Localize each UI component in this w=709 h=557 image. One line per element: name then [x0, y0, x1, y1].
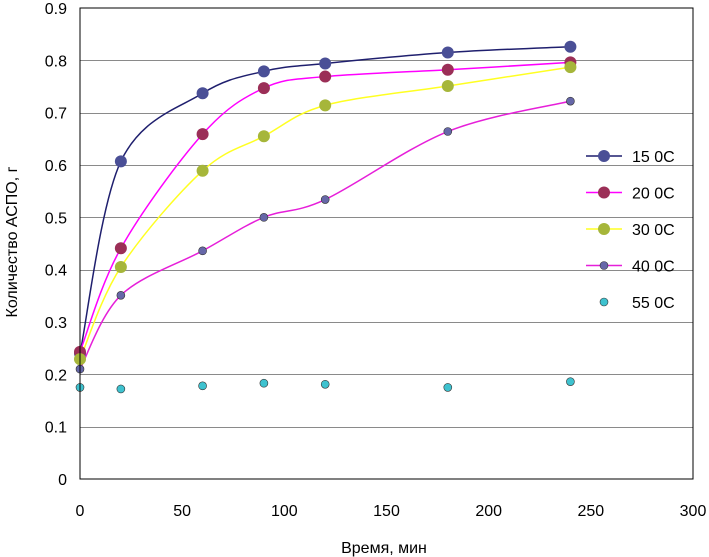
x-tick-label: 300	[680, 503, 707, 520]
x-tick-label: 0	[76, 503, 85, 520]
legend-label: 15 0C	[632, 149, 675, 166]
y-tick-label: 0.9	[45, 1, 67, 18]
series-lines	[79, 45, 571, 370]
legend-item: 40 0C	[586, 259, 675, 276]
series-line-3	[79, 100, 571, 370]
data-point	[259, 378, 269, 388]
x-tick-label: 100	[271, 503, 298, 520]
data-point	[319, 70, 332, 83]
legend-item: 55 0C	[599, 295, 675, 312]
legend-item: 30 0C	[586, 222, 675, 239]
y-tick-labels: 0 0.1 0.2 0.3 0.4 0.5 0.6 0.7 0.8 0.9	[45, 1, 67, 489]
y-tick-label: 0.1	[45, 420, 67, 437]
y-tick-label: 0.8	[45, 53, 67, 70]
data-point	[566, 377, 575, 386]
data-point	[196, 164, 209, 177]
series-markers	[74, 40, 577, 394]
legend-item: 15 0C	[586, 149, 675, 166]
y-tick-label: 0.2	[45, 367, 67, 384]
y-tick-label: 0.3	[45, 315, 67, 332]
legend-marker	[599, 297, 609, 307]
legend-label: 30 0C	[632, 222, 675, 239]
legend-label: 20 0C	[632, 186, 675, 203]
y-tick-label: 0.5	[45, 210, 67, 227]
x-tick-label: 250	[577, 503, 604, 520]
data-point	[259, 213, 269, 222]
data-point	[564, 61, 577, 74]
grid-lines	[80, 60, 693, 428]
data-point	[198, 381, 207, 391]
y-axis-label: Количество АСПО, г	[4, 166, 21, 317]
y-tick-label: 0.4	[45, 263, 67, 280]
data-point	[564, 40, 577, 53]
x-axis-label: Время, мин	[341, 540, 427, 557]
legend-marker	[599, 261, 609, 270]
data-point	[257, 82, 270, 95]
x-tick-label: 200	[475, 503, 502, 520]
data-point	[319, 57, 332, 70]
plot-frame	[79, 7, 694, 480]
data-point	[320, 379, 330, 389]
data-point	[114, 242, 127, 255]
y-tick-label: 0.6	[45, 158, 67, 175]
data-point	[319, 99, 332, 112]
legend-marker	[598, 186, 610, 199]
data-point	[441, 79, 454, 92]
legend-marker	[598, 150, 610, 162]
legend-label: 55 0C	[632, 295, 675, 312]
data-point	[566, 96, 575, 106]
data-point	[116, 384, 126, 394]
x-tick-labels: 0 50 100 150 200 250 300	[76, 503, 707, 520]
data-point	[441, 46, 454, 59]
y-tick-label: 0.7	[45, 106, 67, 123]
data-point	[198, 246, 207, 256]
x-tick-label: 50	[173, 503, 191, 520]
data-point	[196, 87, 209, 100]
data-point	[196, 128, 209, 141]
data-point	[443, 383, 453, 392]
data-point	[114, 261, 127, 274]
legend-item: 20 0C	[586, 186, 675, 203]
data-point	[116, 291, 126, 300]
legend: 15 0C 20 0C 30 0C 40 0C 55 0C	[586, 149, 675, 312]
y-tick-label: 0	[58, 472, 67, 489]
data-point	[257, 130, 270, 143]
data-point	[114, 155, 127, 168]
data-point	[441, 63, 454, 76]
legend-marker	[598, 223, 610, 235]
data-point	[320, 195, 330, 204]
data-point	[443, 127, 453, 136]
x-tick-label: 150	[373, 503, 400, 520]
data-point	[257, 65, 270, 78]
legend-label: 40 0C	[632, 259, 675, 276]
